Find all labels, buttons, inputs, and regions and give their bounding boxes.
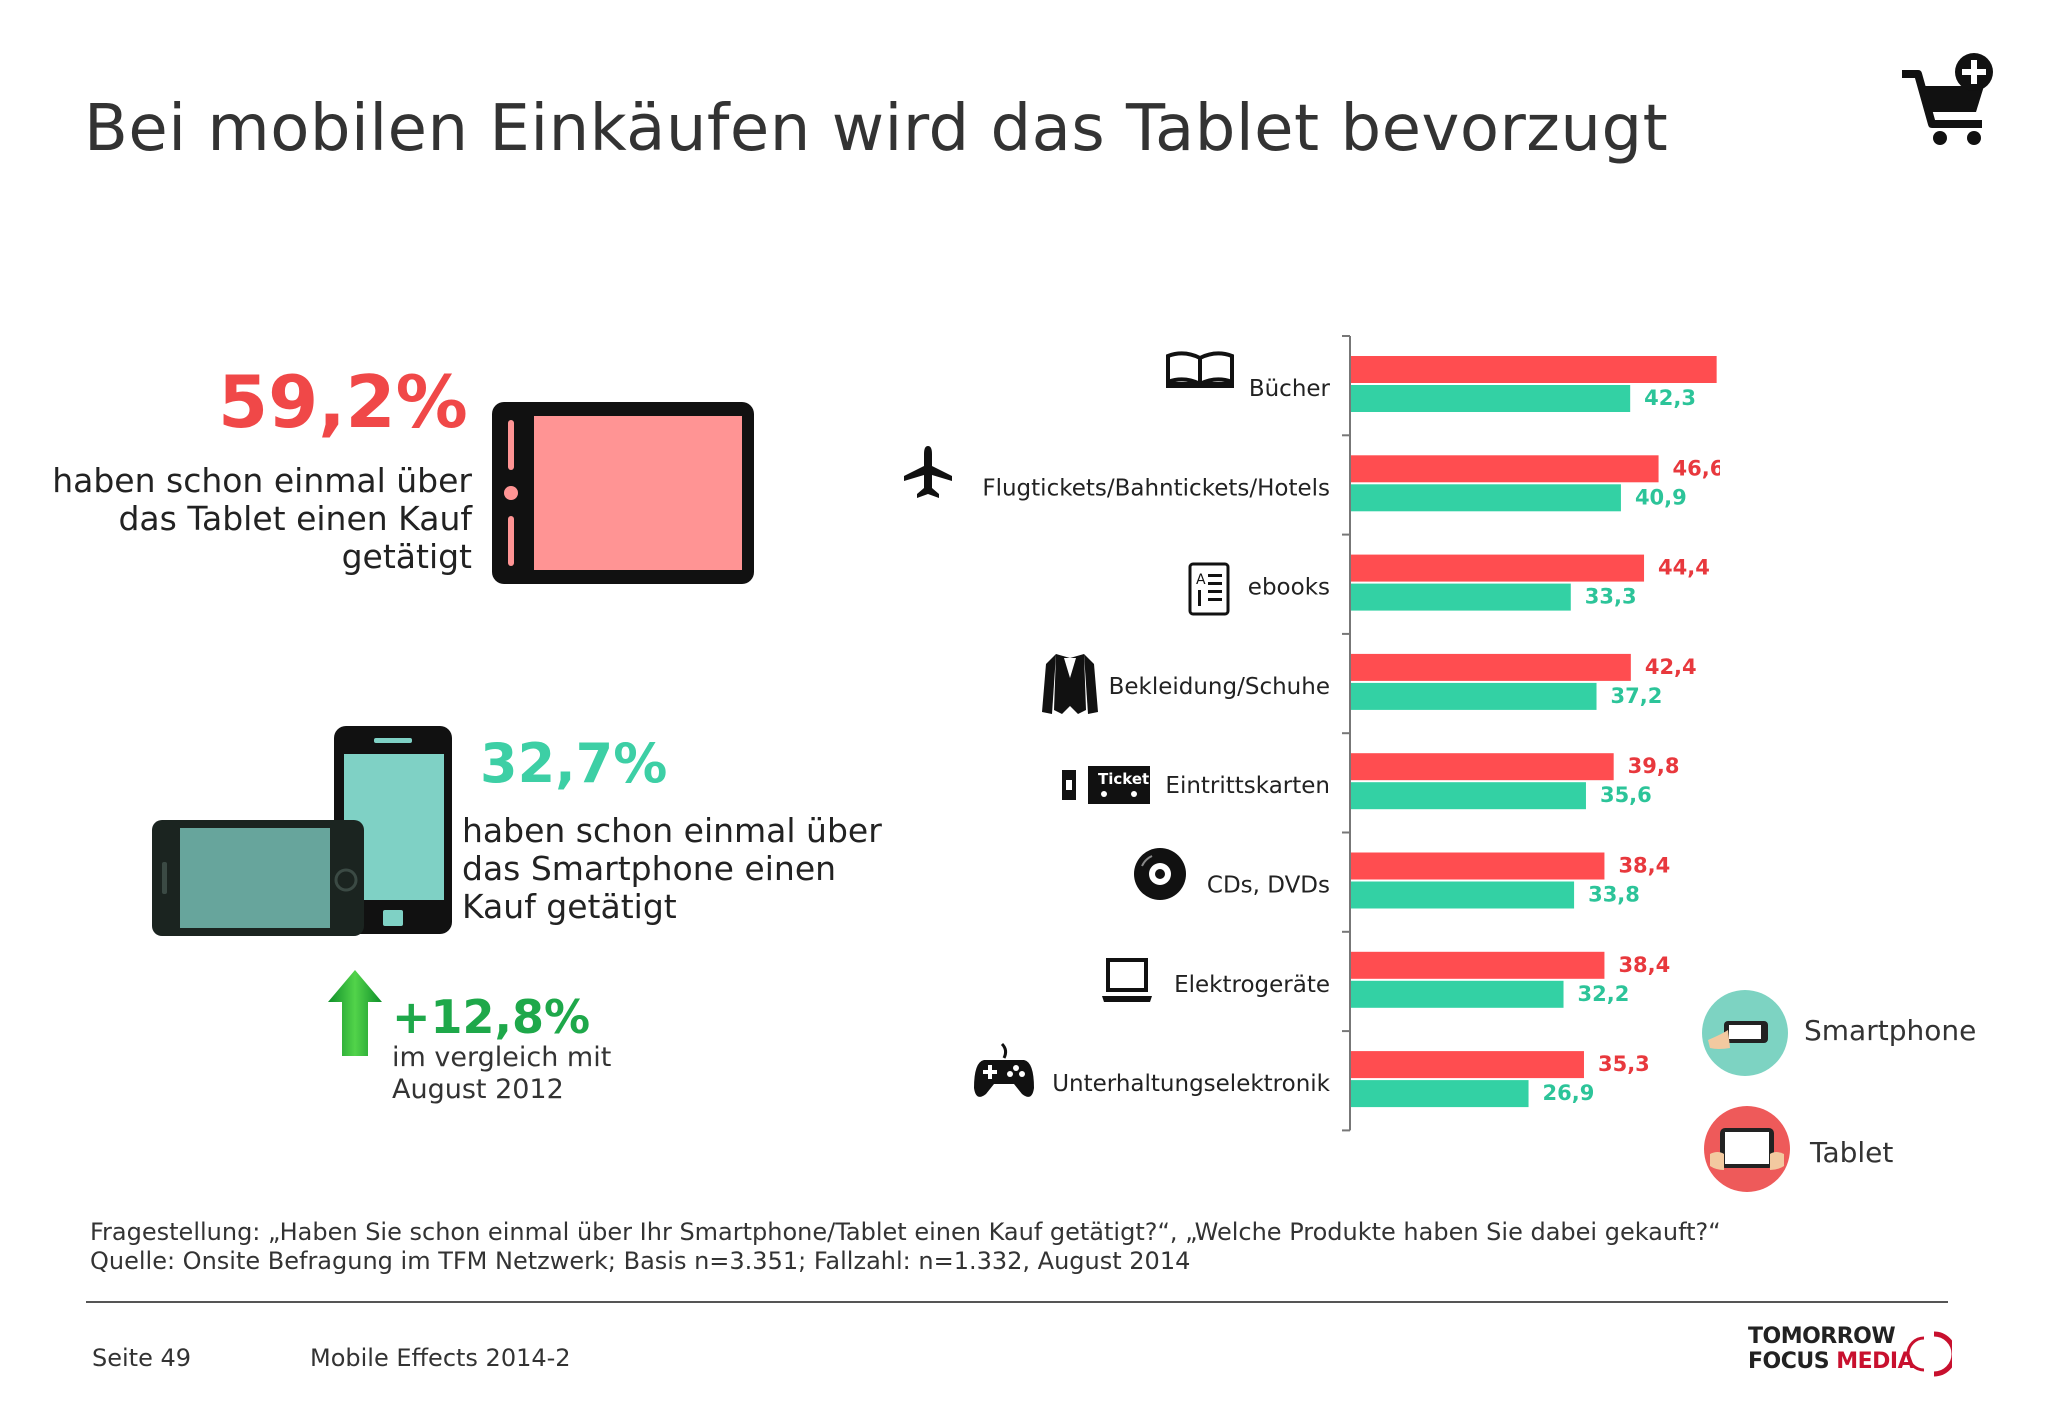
label-tablet: 42,4 [1645,655,1697,679]
document-title: Mobile Effects 2014-2 [310,1344,571,1372]
tablet-percent: 59,2% [218,360,468,444]
label-smartphone: 33,8 [1588,883,1640,907]
bar-tablet [1351,1051,1584,1079]
brand-line2a: FOCUS [1748,1349,1837,1374]
svg-text:A: A [1196,572,1206,588]
label-tablet: 35,3 [1598,1052,1650,1076]
bar-tablet [1351,753,1614,781]
jacket-icon [1042,654,1098,714]
bar-smartphone [1351,385,1631,412]
smartphone-percent: 32,7% [480,732,668,795]
bar-smartphone [1351,682,1597,710]
label-tablet: 38,4 [1618,854,1670,878]
category-label: Elektrogeräte [1174,972,1330,998]
brand-line2b: MEDIA [1836,1349,1915,1374]
ticket-icon: Ticket [1062,766,1150,804]
label-smartphone: 37,2 [1611,684,1663,708]
up-arrow-icon [328,970,382,1056]
book-icon [1166,351,1234,388]
bar-smartphone [1351,484,1621,512]
label-tablet: 39,8 [1628,754,1680,778]
category-label: Bekleidung/Schuhe [1109,674,1330,700]
footnote: Fragestellung: „Haben Sie schon einmal ü… [90,1218,1721,1276]
smartphones-icon [152,726,452,936]
label-tablet: 44,4 [1658,556,1710,580]
growth-percent: +12,8% [392,990,591,1044]
category-label: ebooks [1248,575,1330,601]
category-label: CDs, DVDs [1207,873,1330,899]
footnote-source: Quelle: Onsite Befragung im TFM Netzwerk… [90,1247,1191,1275]
brand-mark-icon [1906,1331,1952,1377]
bar-smartphone [1351,881,1575,909]
legend-smartphone-label: Smartphone [1804,1014,1977,1047]
label-smartphone: 26,9 [1543,1081,1595,1105]
bar-smartphone [1351,980,1564,1008]
category-label: Flugtickets/Bahntickets/Hotels [982,475,1330,501]
bar-smartphone [1351,583,1571,611]
label-smartphone: 35,6 [1600,783,1652,807]
bar-tablet [1351,653,1631,681]
bar-tablet [1351,356,1717,383]
brand-logo: TOMORROW FOCUS MEDIA [1748,1324,1915,1374]
svg-text:Ticket: Ticket [1098,770,1149,788]
label-smartphone: 33,3 [1585,585,1637,609]
label-tablet: 38,4 [1618,953,1670,977]
bar-smartphone [1351,782,1586,810]
legend-tablet-icon [1704,1106,1790,1192]
bar-tablet [1351,951,1605,979]
page-number: Seite 49 [92,1344,192,1372]
tablet-description: haben schon einmal über das Tablet einen… [52,461,472,576]
bar-smartphone [1351,1080,1529,1108]
brand-line1: TOMORROW [1748,1324,1896,1349]
category-label: Eintrittskarten [1165,773,1330,799]
legend-smartphone-icon [1702,990,1788,1076]
bar-tablet [1351,455,1659,483]
category-label: Unterhaltungselektronik [1052,1071,1330,1097]
category-label: Bücher [1249,376,1331,402]
label-smartphone: 40,9 [1635,485,1687,509]
label-smartphone: 32,2 [1578,982,1630,1006]
growth-line2: August 2012 [392,1074,564,1105]
page-title: Bei mobilen Einkäufen wird das Tablet be… [84,92,1669,166]
footer-divider [86,1301,1948,1303]
laptop-icon [1102,958,1152,1002]
bar-chart: 55,442,3Bücher46,640,9Flugtickets/Bahnti… [904,335,1720,1132]
legend-tablet-label: Tablet [1810,1136,1894,1169]
airplane-icon [904,446,952,498]
growth-description: im vergleich mit August 2012 [392,1042,652,1106]
bar-tablet [1351,554,1645,582]
bar-tablet [1351,852,1605,880]
tablet-icon [492,402,754,584]
shopping-cart-add-icon [1902,53,1993,145]
smartphone-description: haben schon einmal über das Smartphone e… [462,811,882,926]
ebook-icon: A [1188,562,1230,616]
cd-icon [1134,848,1186,900]
label-tablet: 46,6 [1673,456,1720,480]
label-smartphone: 42,3 [1644,386,1696,410]
gamepad-icon [974,1042,1034,1097]
footnote-question: Fragestellung: „Haben Sie schon einmal ü… [90,1218,1721,1246]
growth-line1: im vergleich mit [392,1042,612,1073]
